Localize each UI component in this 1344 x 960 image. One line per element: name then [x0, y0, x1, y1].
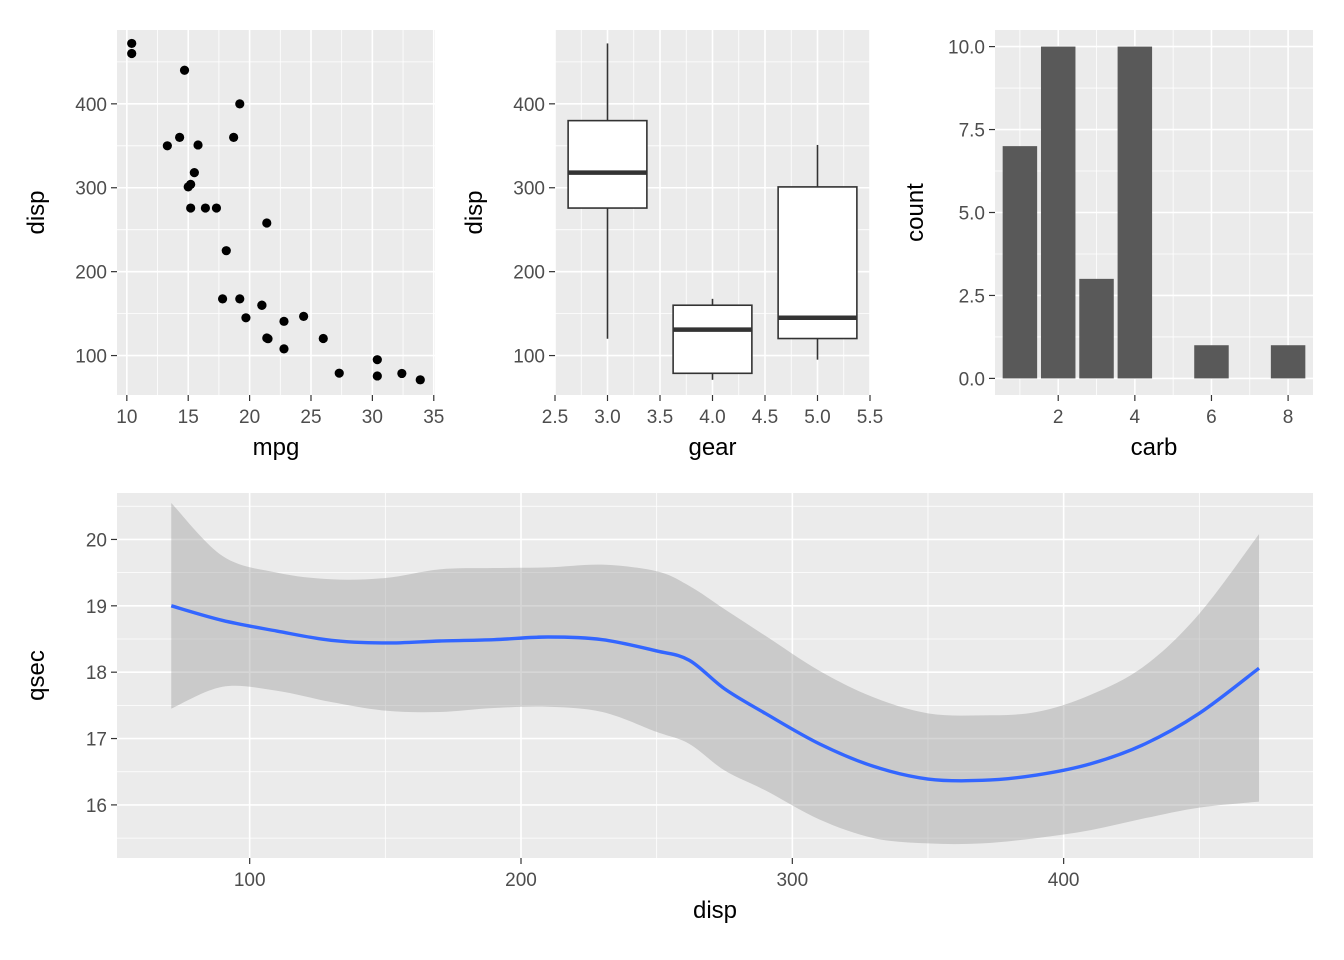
- scatter-point: [179, 65, 190, 75]
- bar: [1002, 146, 1038, 379]
- smooth-line: [170, 604, 1261, 783]
- scatter-panel: 10 15 20 25 30 35 100 200 300 400 mpg disp: [23, 30, 444, 461]
- scatter-point: [211, 203, 222, 213]
- x-tick-label: 35: [423, 407, 444, 428]
- box-body: [777, 186, 858, 340]
- x-tick-label: 100: [234, 870, 266, 891]
- scatter-point: [372, 371, 382, 381]
- x-tick-label: 5.0: [804, 407, 830, 428]
- scatter-point: [193, 140, 203, 150]
- x-tick-label: 5.5: [857, 407, 883, 428]
- scatter-point: [235, 99, 245, 109]
- x-tick-label: 200: [505, 870, 537, 891]
- bar: [1040, 46, 1076, 379]
- scatter-point: [175, 132, 185, 143]
- scatter-point: [262, 333, 272, 343]
- scatter-point: [162, 141, 172, 151]
- y-tick-label: 5.0: [959, 204, 985, 225]
- y-axis-title: disp: [23, 190, 50, 234]
- y-tick-label: 400: [75, 95, 107, 116]
- scatter-point: [235, 294, 245, 304]
- x-axis-title: carb: [1131, 434, 1178, 461]
- confidence-ribbon: [171, 502, 1260, 845]
- y-tick-label: 200: [513, 263, 545, 284]
- y-tick-label: 200: [75, 263, 107, 284]
- box-body: [672, 304, 753, 375]
- panel-background: [117, 30, 435, 395]
- x-tick-label: 2: [1053, 407, 1064, 428]
- scatter-point: [334, 368, 344, 378]
- scatter-point: [262, 218, 272, 228]
- scatter-point: [127, 48, 137, 59]
- y-tick-label: 2.5: [959, 286, 985, 307]
- scatter-point: [299, 311, 309, 321]
- scatter-point: [372, 355, 382, 365]
- scatter-point: [415, 375, 425, 385]
- scatter-point: [217, 294, 228, 304]
- box-body: [567, 119, 648, 209]
- y-tick-label: 100: [75, 347, 107, 368]
- x-tick-label: 30: [362, 407, 383, 428]
- y-tick-label: 20: [86, 530, 107, 551]
- x-tick-label: 10: [116, 407, 137, 428]
- boxplot-panel: 2.5 3.0 3.5 4.0 4.5 5.0 5.5 100 200 300 400 gear dis…: [461, 30, 883, 461]
- y-tick-label: 0.0: [959, 369, 985, 390]
- scatter-point: [127, 38, 137, 49]
- bar-panel: 2 4 6 8 0.0 2.5 5.0 7.5 10.0 carb count: [902, 30, 1313, 461]
- x-tick-label: 15: [178, 407, 199, 428]
- x-tick-label: 3.5: [647, 407, 673, 428]
- y-tick-label: 19: [86, 597, 107, 618]
- x-tick-label: 6: [1206, 407, 1217, 428]
- scatter-point: [221, 246, 231, 256]
- y-axis-title: disp: [461, 190, 488, 234]
- y-axis-title: qsec: [23, 650, 50, 701]
- x-tick-label: 2.5: [542, 407, 568, 428]
- y-tick-label: 300: [513, 179, 545, 200]
- bar: [1194, 345, 1229, 379]
- scatter-point: [229, 132, 239, 143]
- bar: [1117, 46, 1153, 379]
- scatter-point: [200, 203, 211, 213]
- x-tick-label: 8: [1283, 407, 1294, 428]
- scatter-point: [186, 203, 196, 213]
- y-tick-label: 16: [86, 796, 107, 817]
- x-tick-label: 400: [1048, 870, 1080, 891]
- scatter-point: [189, 168, 199, 178]
- x-tick-label: 20: [239, 407, 260, 428]
- scatter-point: [318, 333, 328, 344]
- scatter-point: [397, 368, 407, 379]
- bar: [1270, 345, 1306, 379]
- x-tick-label: 3.0: [594, 407, 620, 428]
- y-tick-label: 17: [86, 730, 107, 751]
- x-tick-label: 300: [776, 870, 808, 891]
- x-tick-label: 4: [1130, 407, 1141, 428]
- scatter-point: [279, 344, 289, 354]
- panel-background: [117, 493, 1313, 858]
- x-tick-label: 4.5: [752, 407, 778, 428]
- scatter-point: [279, 316, 289, 326]
- x-tick-label: 4.0: [699, 407, 725, 428]
- bar: [1079, 278, 1114, 379]
- y-axis-title: count: [902, 183, 929, 242]
- x-axis-title: disp: [693, 897, 737, 924]
- scatter-point: [241, 313, 251, 323]
- y-tick-label: 300: [75, 179, 107, 200]
- scatter-point: [257, 300, 267, 310]
- scatter-point: [183, 182, 193, 192]
- x-tick-label: 25: [300, 407, 321, 428]
- y-tick-label: 7.5: [959, 121, 985, 142]
- y-tick-label: 10.0: [948, 38, 985, 59]
- smooth-panel: 100 200 300 400 16 17 18 19 20 disp qsec: [23, 493, 1313, 924]
- y-tick-label: 100: [513, 347, 545, 368]
- y-tick-label: 400: [513, 95, 545, 116]
- x-axis-title: mpg: [253, 434, 300, 461]
- x-axis-title: gear: [688, 434, 736, 461]
- y-tick-label: 18: [86, 663, 107, 684]
